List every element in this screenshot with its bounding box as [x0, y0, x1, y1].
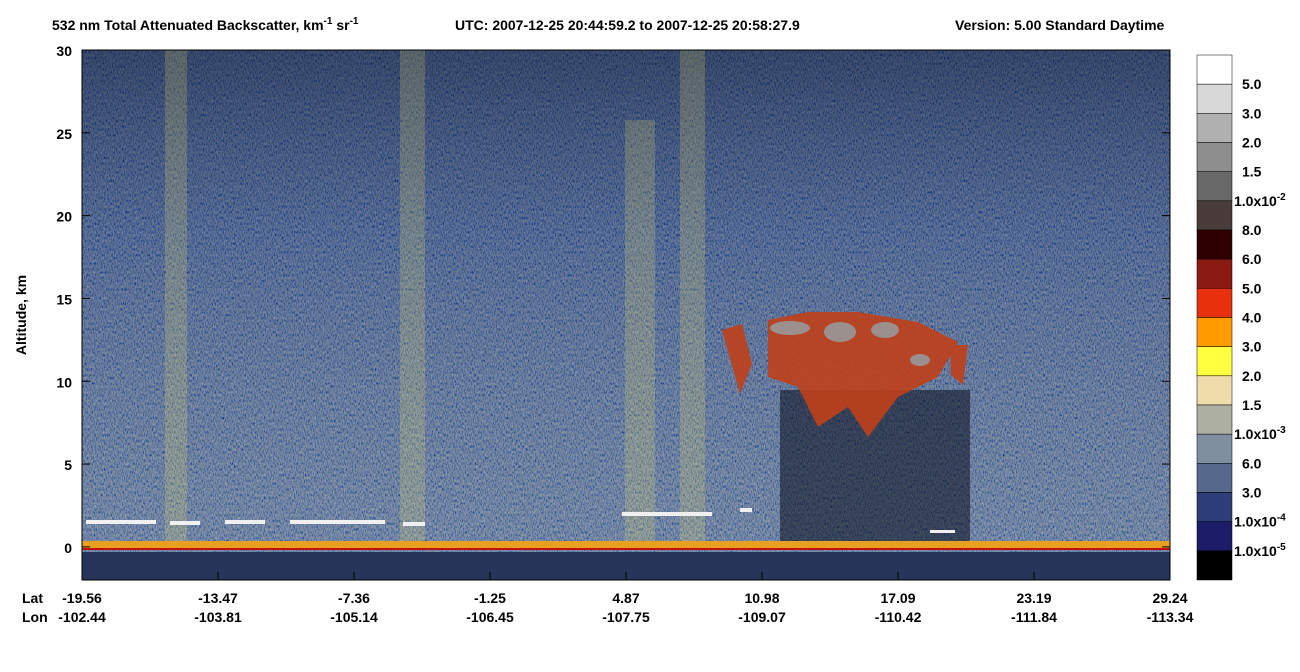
colorbar-box: [1196, 346, 1233, 377]
colorbar-label: 6.0: [1242, 251, 1262, 267]
title: 532 nm Total Attenuated Backscatter, km-…: [52, 16, 1165, 33]
colorbar-label-base: 1.0x10: [1234, 193, 1277, 209]
colorbar-box: [1196, 375, 1233, 406]
lon-tick-label: -105.14: [330, 609, 378, 625]
colorbar-label-exp: -2: [1277, 192, 1286, 203]
lon-tick-label: -106.45: [466, 609, 514, 625]
title-utc: UTC: 2007-12-25 20:44:59.2 to 2007-12-25…: [455, 17, 800, 33]
lon-tick-label: -111.84: [1011, 609, 1057, 625]
colorbar-box: [1196, 492, 1233, 522]
colorbar-label: 1.5: [1242, 397, 1262, 413]
y-tick-label: 25: [56, 126, 72, 142]
lat-tick-label: 10.98: [744, 590, 779, 606]
colorbar-label: 1.0x10-2: [1234, 192, 1286, 209]
colorbar-label-base: 1.0x10: [1234, 543, 1277, 559]
lat-tick-label: 17.09: [880, 590, 915, 606]
lon-tick-label: -113.34: [1147, 609, 1194, 625]
lat-tick-label: -7.36: [338, 590, 370, 606]
lat-tick-label: 29.24: [1152, 590, 1187, 606]
colorbar-box: [1196, 142, 1233, 172]
lat-tick-label: -1.25: [474, 590, 506, 606]
colorbar-label-base: 1.0x10: [1234, 426, 1277, 442]
colorbar-box: [1196, 229, 1233, 260]
colorbar-box: [1196, 171, 1233, 202]
colorbar-box: [1196, 200, 1233, 231]
lon-tick-label: -103.81: [194, 609, 242, 625]
colorbar-label: 8.0: [1242, 222, 1262, 238]
colorbar-box: [1196, 317, 1233, 347]
y-tick-label: 30: [56, 43, 72, 59]
colorbar-box: [1196, 521, 1233, 552]
colorbar-label-exp: -5: [1277, 542, 1286, 553]
colorbar-box: [1196, 404, 1233, 435]
colorbar-label: 6.0: [1242, 455, 1262, 471]
lon-tick-label: -107.75: [602, 609, 650, 625]
title-version: Version: 5.00 Standard Daytime: [955, 17, 1165, 33]
colorbar-box: [1196, 550, 1233, 581]
lon-label: Lon: [22, 609, 48, 625]
colorbar-label-base: 1.0x10: [1234, 514, 1277, 530]
y-axis-label: Altitude, km: [13, 275, 29, 355]
lat-label: Lat: [22, 590, 43, 606]
lon-tick-label: -110.42: [875, 609, 922, 625]
colorbar-label: 3.0: [1242, 485, 1262, 501]
colorbar-label-exp: -4: [1277, 513, 1286, 524]
lon-tick-label: -102.44: [58, 609, 106, 625]
lat-tick-label: -13.47: [198, 590, 238, 606]
colorbar-box: [1196, 113, 1233, 143]
lon-tick-label: -109.07: [738, 609, 786, 625]
colorbar-label: 5.0: [1242, 76, 1262, 92]
colorbar-box: [1196, 54, 1233, 85]
curtain-image: [82, 50, 1170, 580]
title-text: 532 nm Total Attenuated Backscatter, km-…: [52, 16, 359, 33]
colorbar-box: [1196, 463, 1233, 493]
y-tick-label: 0: [64, 540, 72, 556]
y-tick-label: 5: [64, 457, 72, 473]
colorbar-label: 2.0: [1242, 368, 1262, 384]
lat-tick-label: 23.19: [1016, 590, 1051, 606]
colorbar-label: 1.5: [1242, 164, 1262, 180]
colorbar-label: 3.0: [1242, 105, 1262, 121]
y-tick-label: 15: [56, 291, 72, 307]
colorbar-label: 5.0: [1242, 280, 1262, 296]
colorbar-box: [1196, 433, 1233, 464]
colorbar-label-exp: -3: [1277, 425, 1286, 436]
colorbar-label: 2.0: [1242, 135, 1262, 151]
colorbar-label: 1.0x10-5: [1234, 542, 1286, 559]
lat-tick-label: 4.87: [612, 590, 639, 606]
colorbar-box: [1196, 83, 1233, 114]
colorbar-label: 1.0x10-4: [1234, 513, 1286, 530]
colorbar-label: 1.0x10-3: [1234, 425, 1286, 442]
y-tick-label: 10: [56, 374, 72, 390]
lat-tick-label: -19.56: [62, 590, 102, 606]
colorbar-label: 3.0: [1242, 339, 1262, 355]
colorbar-box: [1196, 288, 1233, 318]
colorbar-label: 4.0: [1242, 310, 1262, 326]
y-tick-label: 20: [56, 209, 72, 225]
colorbar-box: [1196, 258, 1233, 289]
